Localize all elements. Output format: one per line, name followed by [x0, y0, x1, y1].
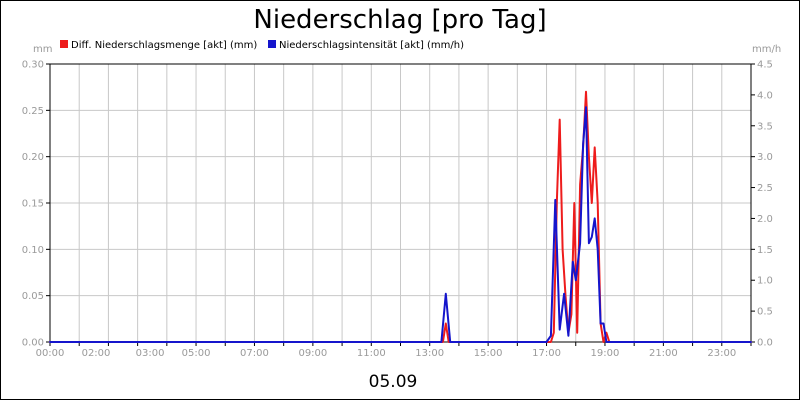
y-right-tick-label: 1.5 — [757, 245, 773, 256]
chart-title: Niederschlag [pro Tag] — [253, 5, 546, 35]
x-tick-label: 09:00 — [298, 348, 327, 359]
legend-swatch-menge — [60, 40, 68, 48]
x-tick-label: 15:00 — [474, 348, 503, 359]
y-left-tick-label: 0.15 — [22, 199, 44, 210]
y-right-unit: mm/h — [752, 44, 781, 55]
x-tick-label: 13:00 — [415, 348, 444, 359]
y-left-tick-label: 0.05 — [22, 291, 44, 302]
x-tick-label: 17:00 — [532, 348, 561, 359]
x-tick-label: 03:00 — [136, 348, 165, 359]
y-left-tick-label: 0.30 — [22, 60, 44, 71]
tick-labels: 0.00 0.05 0.10 0.15 0.20 0.25 0.30 0.0 0.5 1.0 1.5… — [22, 60, 773, 360]
y-right-tick-label: 2.5 — [757, 183, 773, 194]
y-left-unit: mm — [33, 44, 52, 55]
y-right-tick-label: 2.0 — [757, 214, 773, 225]
y-right-tick-label: 0.0 — [757, 338, 773, 349]
x-tick-label: 00:00 — [36, 348, 65, 359]
series-line-intensitaet — [49, 106, 752, 343]
y-right-tick-label: 4.0 — [757, 90, 773, 101]
y-left-tick-label: 0.25 — [22, 106, 44, 117]
x-tick-label: 05:00 — [182, 348, 211, 359]
legend-label-menge: Diff. Niederschlagsmenge [akt] (mm) — [71, 40, 257, 51]
x-tick-label: 02:00 — [82, 348, 111, 359]
x-tick-label: 11:00 — [357, 348, 386, 359]
x-tick-label: 07:00 — [240, 348, 269, 359]
y-left-tick-label: 0.10 — [22, 245, 44, 256]
legend-swatch-intensitaet — [268, 40, 276, 48]
y-right-tick-label: 3.0 — [757, 152, 773, 163]
grid — [50, 64, 751, 342]
legend-label-intensitaet: Niederschlagsintensität [akt] (mm/h) — [279, 40, 464, 51]
x-tick-label: 21:00 — [649, 348, 678, 359]
legend: Diff. Niederschlagsmenge [akt] (mm) Nied… — [60, 40, 464, 51]
y-left-tick-label: 0.00 — [22, 338, 44, 349]
x-tick-label: 23:00 — [707, 348, 736, 359]
x-tick-label: 19:00 — [591, 348, 620, 359]
series-lines — [49, 90, 752, 343]
y-right-tick-label: 1.0 — [757, 276, 773, 287]
y-left-tick-label: 0.20 — [22, 152, 44, 163]
y-right-tick-label: 0.5 — [757, 307, 773, 318]
y-right-tick-label: 3.5 — [757, 121, 773, 132]
y-right-tick-label: 4.5 — [757, 60, 773, 71]
date-label: 05.09 — [369, 372, 418, 392]
